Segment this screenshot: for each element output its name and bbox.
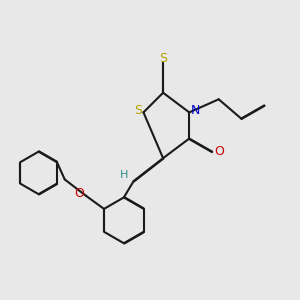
Text: O: O [74,187,84,200]
Text: S: S [159,52,167,65]
Text: O: O [214,145,224,158]
Text: N: N [190,104,200,117]
Text: H: H [120,170,128,180]
Text: S: S [134,104,142,117]
